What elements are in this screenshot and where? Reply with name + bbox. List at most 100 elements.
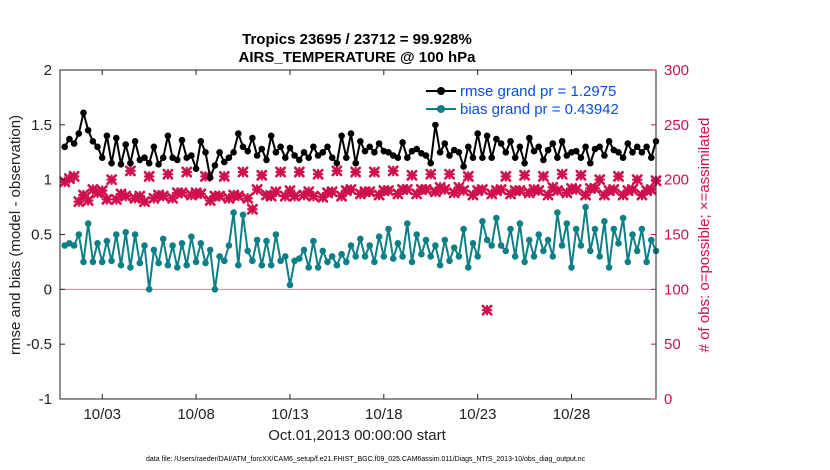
bias-point — [286, 281, 294, 289]
rmse-point — [455, 149, 463, 156]
rmse-point — [361, 147, 369, 155]
rmse-point — [493, 135, 500, 143]
rmse-point — [150, 143, 158, 151]
bias-point — [127, 264, 134, 271]
rmse-point — [197, 138, 205, 145]
bias-point — [361, 253, 369, 260]
bias-point — [610, 225, 618, 233]
assim-point — [458, 185, 470, 197]
bias-point — [371, 258, 378, 266]
assim-point — [251, 184, 263, 196]
assim-point — [157, 190, 169, 202]
rmse-point — [178, 136, 186, 144]
rmse-point — [155, 161, 162, 168]
bias-point — [277, 257, 284, 265]
bias-point — [263, 237, 270, 245]
assim-point — [350, 166, 362, 178]
assim-point — [138, 196, 150, 208]
y-right-tick-label: 200 — [664, 172, 689, 189]
bias-point — [80, 258, 87, 266]
rmse-point — [572, 147, 580, 155]
rmse-point — [497, 140, 505, 147]
bias-point — [216, 253, 223, 260]
bias-point — [596, 253, 603, 260]
rmse-point — [122, 141, 129, 148]
x-tick-label: 10/08 — [177, 406, 215, 423]
rmse-point — [75, 130, 83, 137]
bias-point — [296, 255, 303, 262]
chart-title-line1: Tropics 23695 / 23712 = 99.928% — [242, 31, 472, 48]
rmse-point — [206, 174, 214, 181]
bias-point — [159, 235, 167, 243]
x-tick-label: 10/28 — [553, 406, 591, 423]
rmse-point — [521, 159, 528, 167]
bias-point — [197, 240, 205, 247]
rmse-point — [244, 147, 251, 155]
rmse-point — [70, 140, 78, 147]
rmse-point — [103, 132, 111, 140]
assim-point — [242, 192, 254, 204]
rmse-point — [427, 159, 435, 167]
rmse-point — [211, 162, 219, 169]
assim-point — [256, 169, 268, 181]
bias-point — [432, 242, 439, 249]
rmse-point — [502, 149, 510, 156]
rmse-point — [235, 130, 242, 137]
rmse-point — [338, 132, 345, 140]
assim-point — [444, 168, 456, 180]
bias-point — [507, 225, 514, 233]
rmse-point — [577, 154, 585, 161]
rmse-point — [216, 149, 223, 156]
bias-point — [648, 236, 655, 244]
bias-point — [408, 258, 416, 266]
rmse-point — [352, 159, 360, 167]
bias-point — [638, 225, 646, 233]
assim-point — [195, 188, 207, 200]
rmse-point — [596, 143, 603, 151]
rmse-point — [385, 149, 392, 156]
bias-point — [314, 264, 322, 271]
bias-point — [450, 244, 458, 251]
rmse-point — [469, 154, 477, 161]
assim-point — [101, 193, 113, 205]
y-right-tick-label: 150 — [664, 227, 689, 244]
assim-point — [326, 186, 338, 198]
right-axis-ticks: 0 50 100 150 200 250 300 — [651, 62, 689, 408]
rmse-point — [624, 140, 632, 147]
chart-title-line2: AIRS_TEMPERATURE @ 100 hPa — [239, 49, 477, 66]
assim-point — [345, 184, 357, 196]
rmse-point — [296, 156, 303, 164]
y-left-tick-label: 0 — [44, 281, 52, 298]
bias-point — [305, 264, 313, 271]
assim-point — [627, 184, 639, 196]
bias-point — [521, 258, 528, 266]
rmse-point — [474, 130, 482, 137]
rmse-point — [272, 149, 280, 156]
assim-point — [514, 185, 526, 197]
rmse-point — [507, 138, 514, 145]
rmse-point — [89, 138, 97, 145]
assim-point — [387, 165, 399, 177]
assim-point — [143, 170, 155, 182]
rmse-point — [516, 143, 524, 151]
assim-point — [214, 190, 226, 202]
rmse-point — [267, 132, 275, 140]
bias-point — [253, 236, 261, 244]
rmse-point — [117, 161, 125, 168]
bias-point — [389, 255, 397, 262]
bias-point — [282, 253, 289, 260]
rmse-point — [357, 138, 364, 145]
assim-point — [383, 185, 395, 197]
rmse-point — [535, 143, 542, 151]
bias-point — [540, 247, 547, 255]
bias-point — [544, 236, 552, 244]
rmse-point — [113, 134, 120, 142]
rmse-point — [643, 143, 650, 151]
bias-point — [493, 214, 500, 222]
bias-point — [605, 264, 613, 271]
assim-point — [608, 184, 620, 196]
legend-bias-marker — [437, 105, 445, 113]
bias-point — [333, 261, 341, 269]
assim-point — [289, 190, 301, 202]
bias-point — [455, 253, 463, 260]
